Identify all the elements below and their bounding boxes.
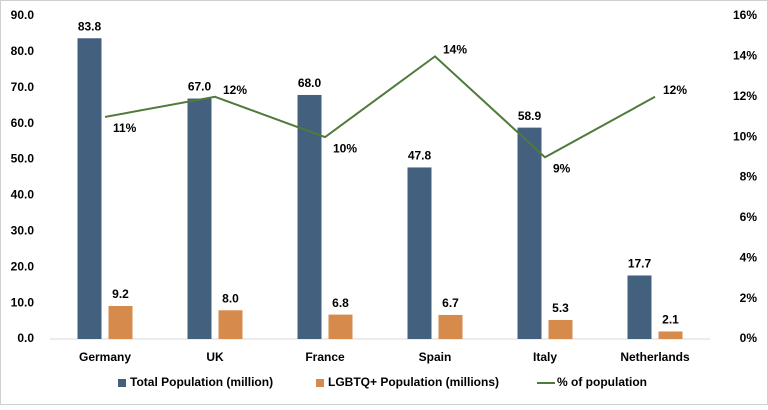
bar-value-label: 17.7 xyxy=(628,257,652,271)
bar-value-label: 5.3 xyxy=(552,301,569,315)
line-value-label: 10% xyxy=(333,141,357,155)
x-tick-label: France xyxy=(305,350,345,364)
bar xyxy=(328,314,353,339)
bar xyxy=(218,310,243,339)
bar-value-label: 47.8 xyxy=(408,149,432,163)
line-value-label: 12% xyxy=(663,83,687,97)
bar xyxy=(438,314,463,339)
bar-value-label: 67.0 xyxy=(188,80,212,94)
x-tick-label: UK xyxy=(206,350,224,364)
y-tick-label: 60.0 xyxy=(11,116,35,130)
line-value-label: 9% xyxy=(553,161,571,175)
bar-value-label: 68.0 xyxy=(298,76,322,90)
bar xyxy=(108,305,133,339)
bar-value-label: 8.0 xyxy=(222,291,239,305)
legend-swatch xyxy=(118,379,126,387)
y-tick-label: 50.0 xyxy=(11,152,35,166)
bar-value-label: 2.1 xyxy=(662,313,679,327)
y2-tick-label: 0% xyxy=(740,331,758,345)
y2-tick-label: 14% xyxy=(733,49,757,63)
bar xyxy=(548,319,573,339)
line-value-label: 11% xyxy=(113,121,137,135)
bar xyxy=(297,94,322,339)
bar xyxy=(627,275,652,339)
bar xyxy=(407,167,432,339)
y-tick-label: 20.0 xyxy=(11,259,35,273)
bar xyxy=(517,127,542,339)
bar-value-label: 6.8 xyxy=(332,296,349,310)
bar xyxy=(77,38,102,340)
x-tick-label: Spain xyxy=(419,350,452,364)
bar-value-label: 58.9 xyxy=(518,109,542,123)
y-tick-label: 40.0 xyxy=(11,188,35,202)
y-tick-label: 90.0 xyxy=(11,8,35,22)
y2-tick-label: 12% xyxy=(733,89,757,103)
y2-tick-label: 2% xyxy=(740,291,758,305)
bar-value-label: 83.8 xyxy=(78,19,102,33)
legend-label: LGBTQ+ Population (millions) xyxy=(328,375,499,389)
legend-label: Total Population (million) xyxy=(130,375,273,389)
y-tick-label: 30.0 xyxy=(11,224,35,238)
bar xyxy=(187,98,212,340)
y2-tick-label: 10% xyxy=(733,129,757,143)
bar xyxy=(658,331,683,339)
line-value-label: 12% xyxy=(223,83,247,97)
legend-label: % of population xyxy=(557,375,647,389)
x-tick-label: Netherlands xyxy=(620,350,690,364)
y-tick-label: 80.0 xyxy=(11,44,35,58)
x-tick-label: Germany xyxy=(79,350,131,364)
bar-value-label: 6.7 xyxy=(442,296,459,310)
y2-tick-label: 6% xyxy=(740,210,758,224)
y2-tick-label: 4% xyxy=(740,250,758,264)
x-tick-label: Italy xyxy=(533,350,557,364)
y-tick-label: 0.0 xyxy=(17,331,34,345)
y2-tick-label: 8% xyxy=(740,170,758,184)
y-tick-label: 10.0 xyxy=(11,295,35,309)
line xyxy=(104,55,656,159)
y2-tick-label: 16% xyxy=(733,8,757,22)
y-tick-label: 70.0 xyxy=(11,80,35,94)
line-value-label: 14% xyxy=(443,43,467,57)
bar-value-label: 9.2 xyxy=(112,287,129,301)
legend-swatch xyxy=(316,379,324,387)
